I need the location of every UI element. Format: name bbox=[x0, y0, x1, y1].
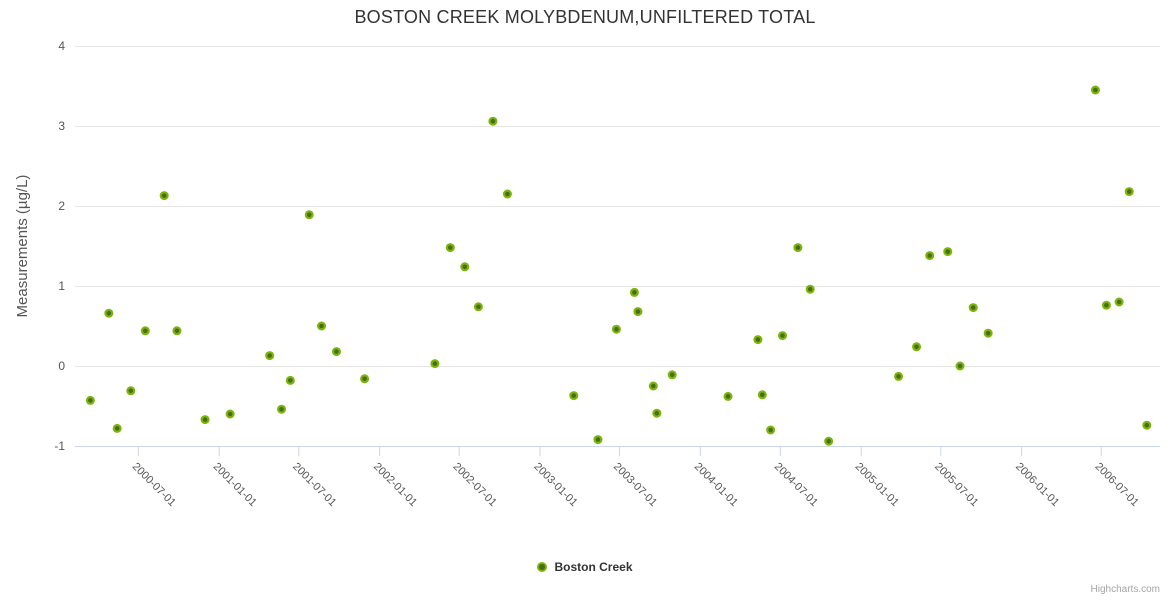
x-tick-label: 2003-07-01 bbox=[611, 461, 659, 509]
data-point[interactable] bbox=[360, 374, 370, 384]
data-point[interactable] bbox=[159, 191, 169, 201]
legend-series-label: Boston Creek bbox=[554, 560, 633, 574]
data-point[interactable] bbox=[277, 404, 287, 414]
data-point[interactable] bbox=[723, 391, 733, 401]
data-point[interactable] bbox=[667, 370, 677, 380]
y-tick-label: 2 bbox=[58, 199, 65, 213]
x-tick-label: 2003-01-01 bbox=[531, 461, 579, 509]
x-tick-label: 2001-07-01 bbox=[290, 461, 338, 509]
data-point[interactable] bbox=[502, 189, 512, 199]
data-point[interactable] bbox=[140, 326, 150, 336]
data-point[interactable] bbox=[1142, 420, 1152, 430]
x-tick-label: 2006-07-01 bbox=[1093, 461, 1141, 509]
data-point[interactable] bbox=[757, 390, 767, 400]
x-tick-label: 2005-07-01 bbox=[932, 461, 980, 509]
data-point[interactable] bbox=[778, 331, 788, 341]
x-tick-label: 2000-07-01 bbox=[130, 461, 178, 509]
data-point[interactable] bbox=[925, 251, 935, 261]
data-point[interactable] bbox=[488, 116, 498, 126]
legend-item-boston-creek[interactable]: Boston Creek bbox=[0, 560, 1170, 574]
data-point[interactable] bbox=[85, 395, 95, 405]
x-tick-label: 2005-01-01 bbox=[853, 461, 901, 509]
data-point[interactable] bbox=[894, 371, 904, 381]
x-tick-label: 2001-01-01 bbox=[211, 461, 259, 509]
data-point[interactable] bbox=[629, 287, 639, 297]
highcharts-credits-link[interactable]: Highcharts.com bbox=[1090, 584, 1160, 595]
data-point[interactable] bbox=[824, 436, 834, 446]
x-tick-label: 2002-01-01 bbox=[371, 461, 419, 509]
x-tick-label: 2004-01-01 bbox=[692, 461, 740, 509]
data-point[interactable] bbox=[805, 284, 815, 294]
data-point[interactable] bbox=[331, 347, 341, 357]
data-point[interactable] bbox=[473, 302, 483, 312]
data-point[interactable] bbox=[304, 210, 314, 220]
data-point[interactable] bbox=[569, 391, 579, 401]
y-tick-label: 4 bbox=[58, 39, 65, 53]
y-tick-label: 0 bbox=[58, 359, 65, 373]
y-tick-label: 1 bbox=[58, 279, 65, 293]
data-point[interactable] bbox=[200, 415, 210, 425]
data-point[interactable] bbox=[104, 308, 114, 318]
y-tick-label: -1 bbox=[54, 439, 65, 453]
data-point[interactable] bbox=[955, 361, 965, 371]
data-point[interactable] bbox=[126, 386, 136, 396]
data-point[interactable] bbox=[753, 335, 763, 345]
data-point[interactable] bbox=[317, 321, 327, 331]
y-tick-label: 3 bbox=[58, 119, 65, 133]
y-axis-title: Measurements (µg/L) bbox=[14, 174, 31, 318]
data-point[interactable] bbox=[652, 408, 662, 418]
data-point[interactable] bbox=[430, 359, 440, 369]
data-point[interactable] bbox=[172, 326, 182, 336]
chart-title: BOSTON CREEK MOLYBDENUM,UNFILTERED TOTAL bbox=[354, 7, 816, 27]
data-point[interactable] bbox=[1114, 297, 1124, 307]
data-point[interactable] bbox=[460, 262, 470, 272]
x-tick-label: 2002-07-01 bbox=[451, 461, 499, 509]
x-tick-label: 2006-01-01 bbox=[1013, 461, 1061, 509]
data-point[interactable] bbox=[593, 435, 603, 445]
data-point[interactable] bbox=[285, 375, 295, 385]
data-point[interactable] bbox=[912, 342, 922, 352]
data-point[interactable] bbox=[648, 381, 658, 391]
data-point[interactable] bbox=[225, 409, 235, 419]
data-point[interactable] bbox=[793, 243, 803, 253]
data-point[interactable] bbox=[983, 328, 993, 338]
data-point[interactable] bbox=[1101, 300, 1111, 310]
data-point[interactable] bbox=[1124, 187, 1134, 197]
x-tick-label: 2004-07-01 bbox=[772, 461, 820, 509]
data-point[interactable] bbox=[633, 307, 643, 317]
data-point[interactable] bbox=[968, 303, 978, 313]
data-point[interactable] bbox=[265, 351, 275, 361]
data-point[interactable] bbox=[766, 425, 776, 435]
data-point[interactable] bbox=[445, 243, 455, 253]
legend-marker-icon bbox=[537, 562, 548, 572]
data-point[interactable] bbox=[611, 324, 621, 334]
data-point[interactable] bbox=[1090, 85, 1100, 95]
data-point[interactable] bbox=[112, 423, 122, 433]
data-point[interactable] bbox=[943, 247, 953, 257]
